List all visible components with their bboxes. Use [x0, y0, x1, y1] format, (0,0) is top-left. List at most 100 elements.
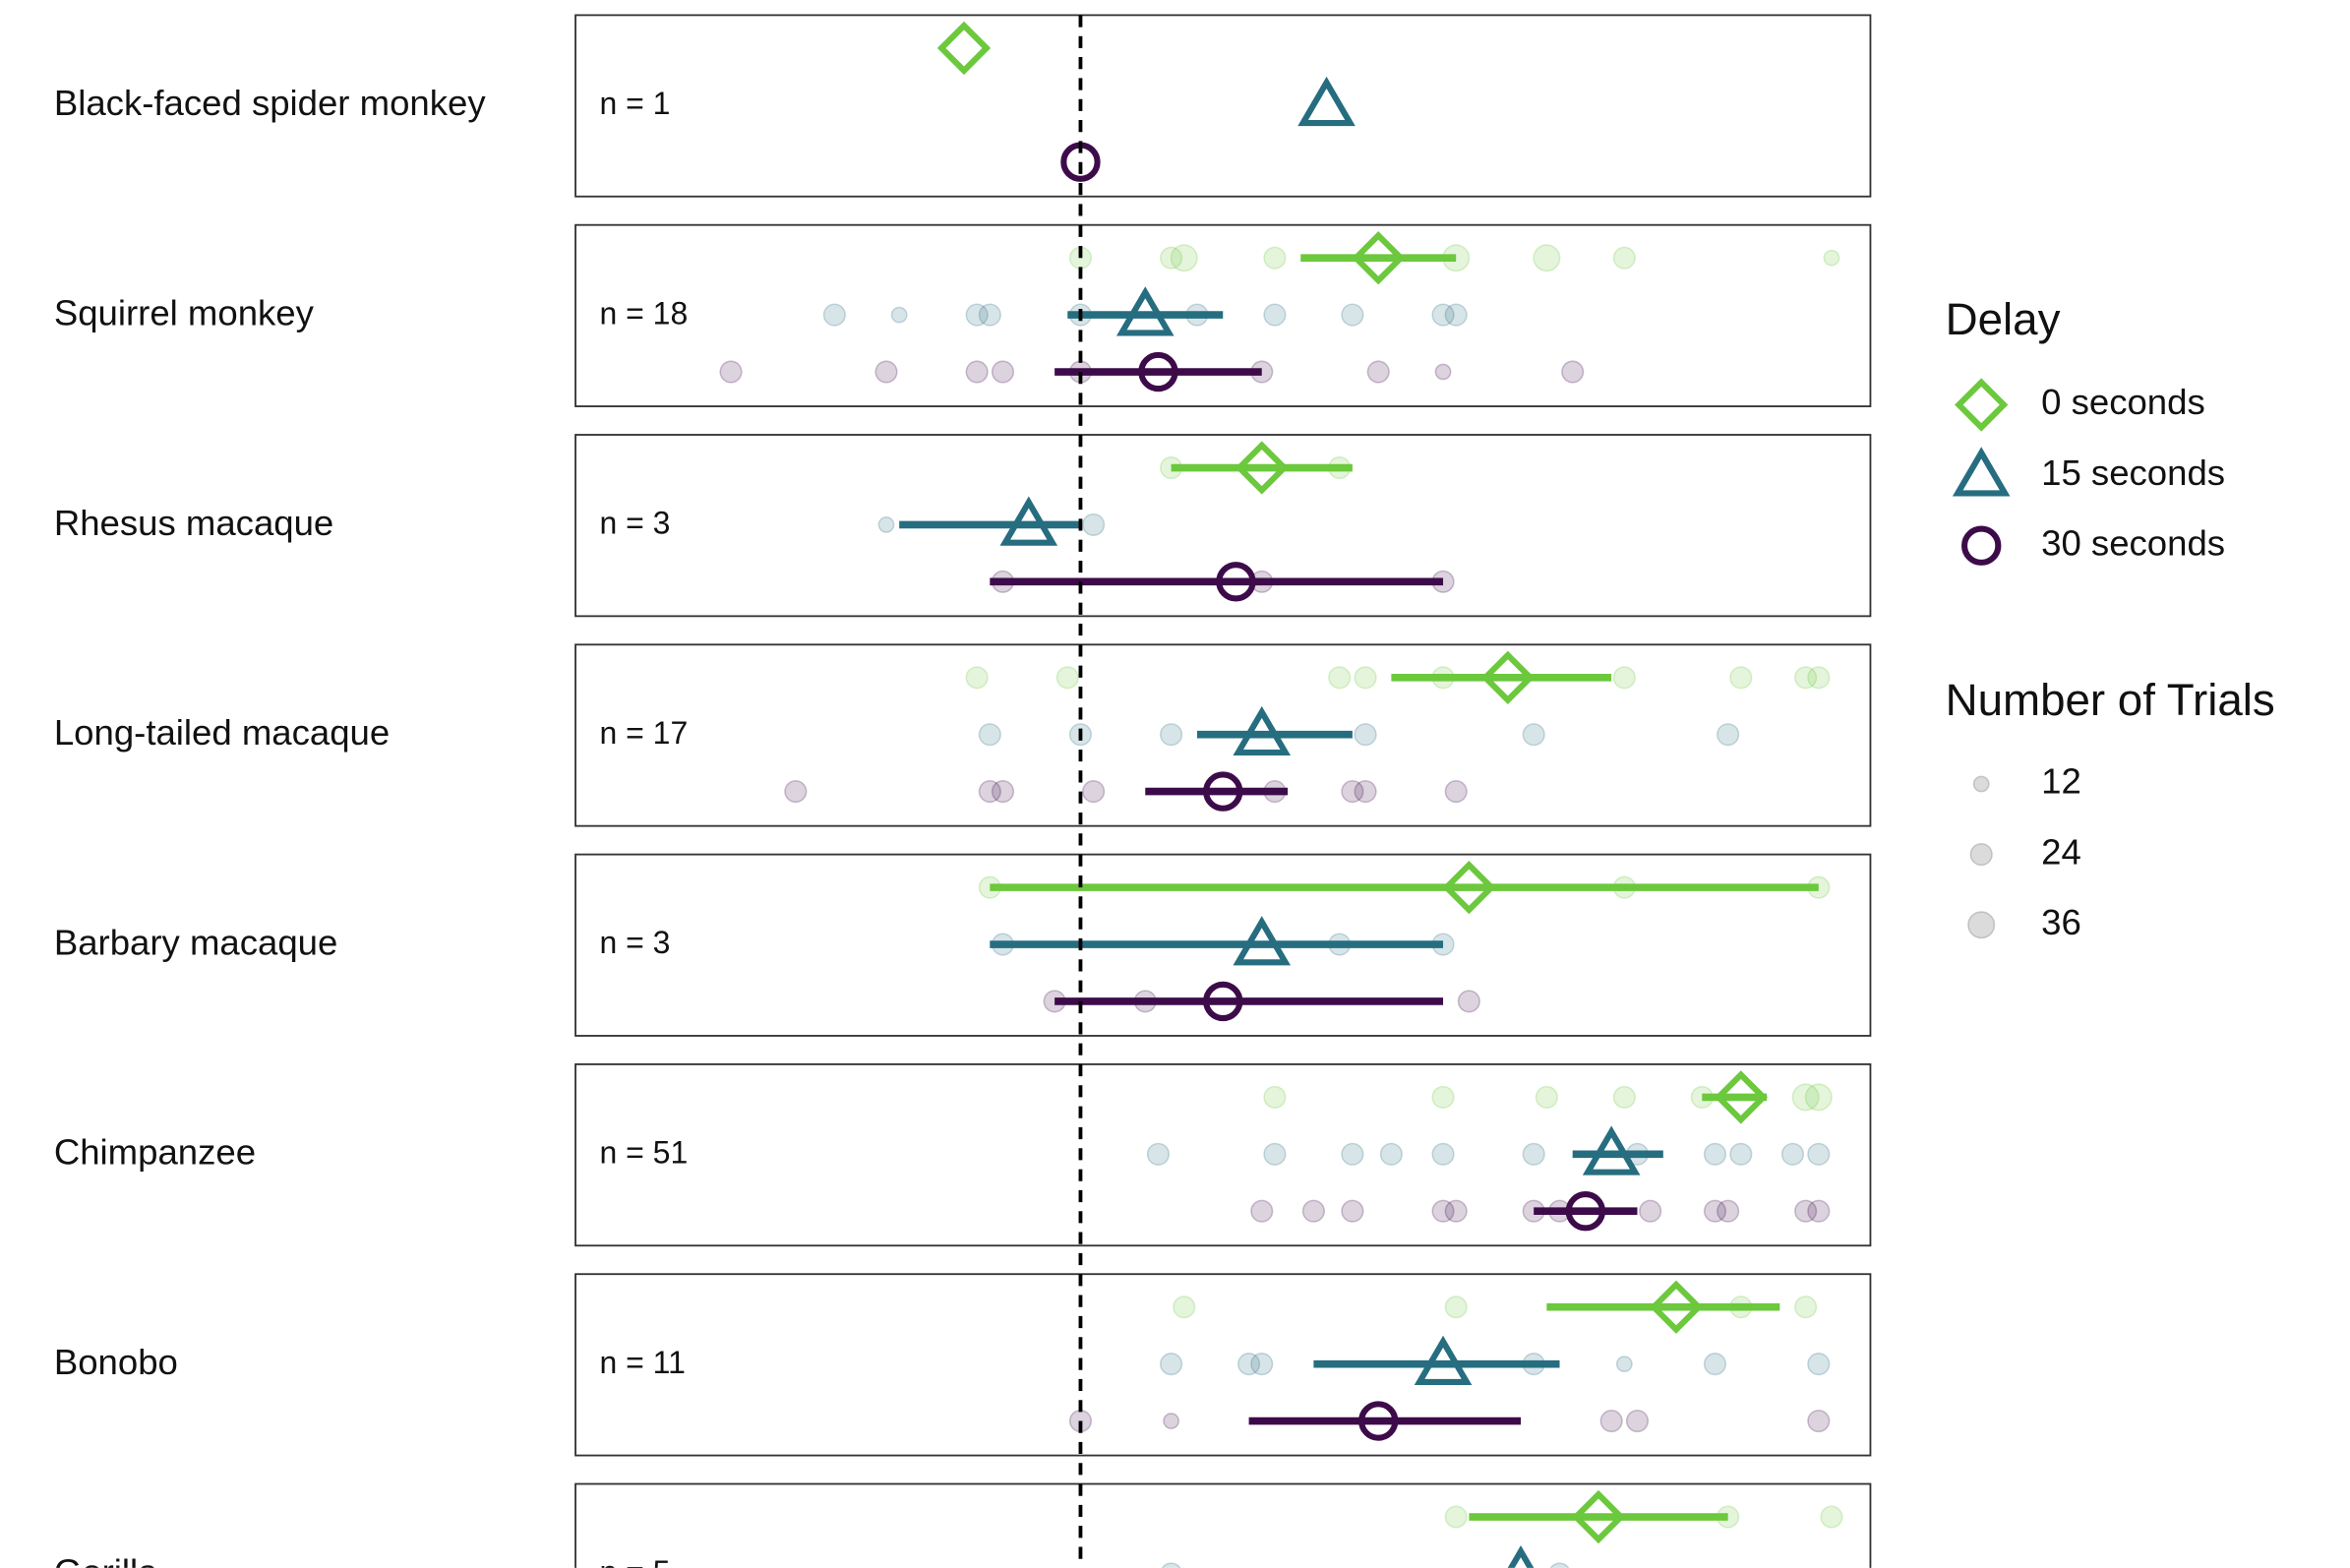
n-label: n = 18: [599, 295, 688, 331]
mean-marker: [1203, 771, 1243, 812]
species-label: Bonobo: [54, 1342, 178, 1382]
trial-point: [1366, 360, 1390, 384]
trial-point: [1250, 1353, 1274, 1376]
mean-marker: [1352, 231, 1406, 285]
trial-point: [784, 780, 808, 804]
mean-marker: [1414, 1335, 1473, 1385]
n-label: n = 3: [599, 925, 670, 960]
trial-point: [1236, 1353, 1261, 1376]
trial-point: [1354, 780, 1377, 804]
mean-marker: [1216, 562, 1256, 602]
trial-point: [1263, 1142, 1287, 1166]
trial-point: [719, 360, 743, 384]
panel-frame: [574, 1273, 1872, 1457]
mean-marker: [1233, 705, 1292, 756]
trial-point: [1341, 780, 1364, 804]
trial-point: [1163, 1413, 1180, 1429]
size-legend-symbol: [1967, 911, 1996, 939]
trial-point: [1533, 244, 1561, 272]
trial-point: [1354, 666, 1377, 690]
trial-point: [1612, 246, 1636, 270]
trial-point: [1160, 1353, 1183, 1376]
mean-marker: [1115, 286, 1175, 336]
n-label: n = 1: [599, 86, 670, 121]
panel-frame: [574, 1062, 1872, 1247]
trial-point: [1354, 723, 1377, 747]
trial-point: [1820, 1505, 1843, 1529]
panel-frame: [574, 14, 1872, 198]
trial-point: [1301, 1199, 1325, 1223]
trial-point: [1161, 1562, 1181, 1568]
legend-label: 36: [2041, 902, 2081, 942]
trial-point: [1639, 1199, 1662, 1223]
mean-marker: [999, 496, 1058, 546]
panel-frame: [574, 1482, 1872, 1568]
trial-point: [1823, 249, 1840, 267]
trial-point: [1549, 1562, 1570, 1568]
trial-point: [1082, 780, 1106, 804]
legend-label: 24: [2041, 831, 2081, 872]
trial-point: [1250, 1199, 1274, 1223]
trial-point: [1615, 1356, 1633, 1373]
trial-point: [1807, 1142, 1831, 1166]
trial-point: [890, 306, 908, 324]
trial-point: [1535, 1085, 1558, 1110]
legend-label: 30 seconds: [2041, 522, 2225, 563]
trial-point: [991, 360, 1015, 384]
legend-symbol: [1955, 378, 2009, 432]
mean-marker: [1714, 1070, 1768, 1124]
trial-point: [1561, 360, 1585, 384]
trial-point: [1263, 303, 1287, 327]
trial-point: [1794, 666, 1818, 690]
trial-point: [1703, 1353, 1727, 1376]
trial-point: [1444, 1505, 1468, 1529]
trial-point: [1341, 303, 1364, 327]
trial-point: [1328, 666, 1352, 690]
trial-point: [1794, 1199, 1818, 1223]
trial-point: [1457, 990, 1480, 1013]
trial-point: [1431, 1142, 1455, 1166]
trial-point: [1341, 1142, 1364, 1166]
legend: Delay 0 seconds 15 seconds 30 seconds Number…: [1946, 294, 2275, 942]
species-label: Barbary macaque: [54, 922, 337, 962]
trial-point: [1807, 1409, 1831, 1433]
trial-point: [1807, 1353, 1831, 1376]
species-label: Gorilla: [54, 1551, 158, 1568]
trial-point: [1807, 666, 1831, 690]
trial-point: [1599, 1409, 1623, 1433]
n-label: n = 17: [599, 715, 688, 751]
mean-marker: [1203, 981, 1243, 1022]
trial-point: [1729, 1142, 1753, 1166]
size-legend-symbol: [1969, 843, 1993, 867]
trial-point: [1717, 1199, 1740, 1223]
mean-marker: [1571, 1489, 1626, 1544]
trial-point: [1522, 723, 1545, 747]
mean-marker: [936, 21, 992, 76]
trial-point: [1794, 1296, 1818, 1319]
trial-point: [1612, 666, 1636, 690]
legend-label: 12: [2041, 761, 2081, 802]
mean-marker: [1442, 860, 1496, 915]
species-label: Long-tailed macaque: [54, 712, 390, 753]
mean-marker: [1649, 1280, 1704, 1334]
n-label: n = 51: [599, 1135, 688, 1171]
legend-symbol: [1961, 525, 2002, 566]
trial-point: [1444, 780, 1468, 804]
trial-point: [1729, 666, 1753, 690]
trial-point: [1379, 1142, 1403, 1166]
n-label: n = 11: [599, 1345, 685, 1380]
trial-point: [965, 360, 989, 384]
mean-marker: [1358, 1401, 1399, 1441]
mean-marker: [1235, 441, 1289, 495]
legend-symbol: [1952, 447, 2011, 497]
trial-point: [1160, 723, 1183, 747]
trial-point: [1431, 303, 1455, 327]
mean-marker: [1297, 76, 1356, 127]
trial-point: [1146, 1142, 1171, 1166]
trial-point: [1082, 513, 1106, 537]
mean-marker: [1138, 351, 1178, 392]
size-legend-symbol: [1972, 775, 1990, 793]
trial-point: [1160, 246, 1183, 270]
trial-point: [1625, 1409, 1650, 1433]
